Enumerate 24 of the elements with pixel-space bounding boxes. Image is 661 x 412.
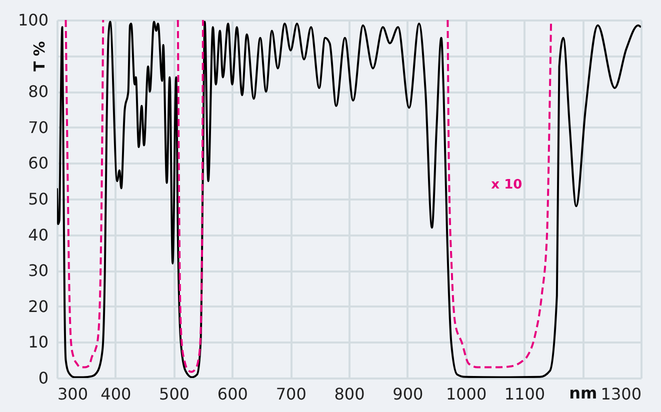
y-tick-label: 30 [28,261,48,280]
y-tick-label: 20 [28,296,48,316]
x-tick-label: 800 [334,384,365,404]
y-tick-label: 10 [28,332,48,352]
x-tick-label: 700 [276,384,306,404]
y-tick-label: 50 [28,190,48,208]
x-tick-label: 1100 [504,384,546,404]
x-tick-label: 300 [58,384,88,404]
y-tick-label: 0 [38,368,48,388]
x-tick-label: 400 [100,384,132,404]
y-tick-label: 40 [28,225,48,244]
x-tick-label: 600 [217,384,248,404]
y-tick-label: 70 [28,118,48,137]
x-axis-title: nm [569,384,598,402]
x-tick-label: 500 [159,384,190,404]
y-axis-title: T % [30,41,48,72]
annotation: x 10 [491,178,522,193]
x-tick-label: 1300 [600,384,642,404]
y-tick-label: 60 [28,154,48,173]
line-series [57,20,641,378]
y-tick-label: 80 [28,82,48,102]
x-tick-label: 900 [392,384,424,404]
x-tick-label: 1000 [446,384,487,404]
y-tick-label: 100 [18,10,48,30]
